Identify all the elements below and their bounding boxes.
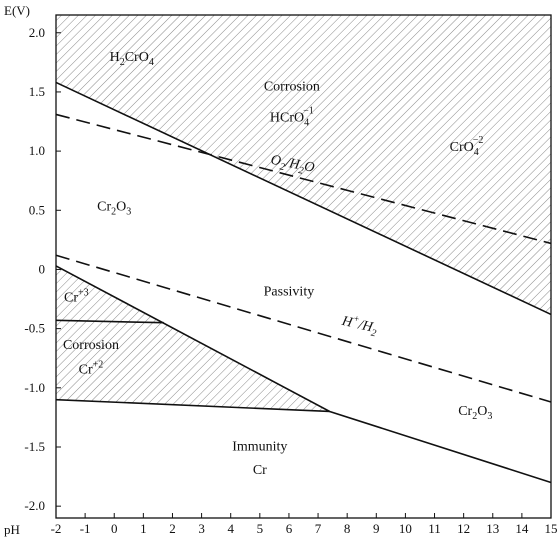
y-tick-label: -2.0	[24, 498, 45, 513]
x-tick-label: -2	[51, 521, 62, 536]
label-cr2: Cr+2	[79, 360, 104, 378]
x-tick-label: 0	[111, 521, 118, 536]
label-passivity: Passivity	[264, 284, 315, 299]
label-cr-metal: Cr	[253, 463, 267, 478]
y-axis-label: E(V)	[4, 3, 30, 18]
y-tick-label: -1.0	[24, 380, 45, 395]
y-tick-label: -0.5	[24, 321, 45, 336]
x-tick-label: 11	[428, 521, 441, 536]
y-tick-label: 2.0	[29, 25, 45, 40]
x-tick-label: 12	[457, 521, 470, 536]
x-tick-label: 13	[486, 521, 499, 536]
x-tick-label: 5	[257, 521, 264, 536]
x-tick-label: 14	[515, 521, 529, 536]
x-tick-label: 4	[227, 521, 234, 536]
x-tick-label: 2	[169, 521, 176, 536]
label-corrosion-low: Corrosion	[63, 338, 119, 353]
hatched-region-upper-corrosion	[56, 15, 551, 315]
boundary-upper-oxide	[55, 81, 552, 316]
x-tick-label: 6	[286, 521, 293, 536]
boundary-o2-h2o	[55, 113, 552, 245]
label-cr2o3-right: Cr2O3	[458, 404, 492, 422]
label-h2cro4: H2CrO4	[110, 50, 154, 68]
x-tick-label: 7	[315, 521, 322, 536]
y-tick-label: -1.5	[24, 439, 45, 454]
label-immunity: Immunity	[232, 440, 287, 455]
x-tick-label: 3	[198, 521, 205, 536]
x-tick-label: 10	[399, 521, 412, 536]
label-cr3: Cr+3	[64, 287, 89, 305]
label-cro4: CrO4−2	[450, 135, 484, 158]
boundary-h-h2	[55, 254, 552, 403]
x-tick-label: 9	[373, 521, 380, 536]
boundary-immunity	[55, 398, 330, 413]
label-corrosion-top: Corrosion	[264, 80, 320, 95]
y-tick-label: 0	[39, 261, 46, 276]
y-tick-label: 0.5	[29, 202, 45, 217]
plot-frame	[55, 14, 552, 519]
label-h-h2: H+/H2	[339, 311, 380, 340]
label-cr2o3-left: Cr2O3	[97, 199, 131, 217]
label-o2-h2o: O2/H2O	[269, 153, 316, 179]
x-tick-label: 8	[344, 521, 351, 536]
boundary-cr3-cr2	[55, 319, 164, 324]
x-tick-label: -1	[80, 521, 91, 536]
x-axis-label: pH	[4, 522, 20, 537]
x-tick-label: 15	[545, 521, 557, 536]
y-tick-label: 1.5	[29, 84, 45, 99]
y-tick-label: 1.0	[29, 143, 45, 158]
label-hcro4: HCrO4−1	[270, 106, 314, 129]
x-tick-label: 1	[140, 521, 147, 536]
